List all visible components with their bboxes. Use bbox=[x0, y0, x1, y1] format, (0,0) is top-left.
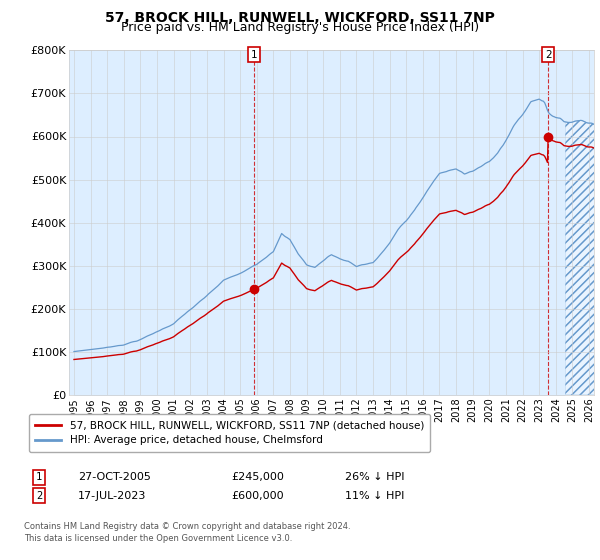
Text: 57, BROCK HILL, RUNWELL, WICKFORD, SS11 7NP: 57, BROCK HILL, RUNWELL, WICKFORD, SS11 … bbox=[105, 11, 495, 25]
Text: 2: 2 bbox=[545, 50, 551, 60]
Text: Price paid vs. HM Land Registry's House Price Index (HPI): Price paid vs. HM Land Registry's House … bbox=[121, 21, 479, 34]
Text: £600,000: £600,000 bbox=[231, 491, 284, 501]
Text: 27-OCT-2005: 27-OCT-2005 bbox=[78, 472, 151, 482]
Text: 11% ↓ HPI: 11% ↓ HPI bbox=[345, 491, 404, 501]
Text: 17-JUL-2023: 17-JUL-2023 bbox=[78, 491, 146, 501]
Legend: 57, BROCK HILL, RUNWELL, WICKFORD, SS11 7NP (detached house), HPI: Average price: 57, BROCK HILL, RUNWELL, WICKFORD, SS11 … bbox=[29, 414, 430, 452]
Text: Contains HM Land Registry data © Crown copyright and database right 2024.
This d: Contains HM Land Registry data © Crown c… bbox=[24, 522, 350, 543]
Text: 2: 2 bbox=[36, 491, 42, 501]
Text: 1: 1 bbox=[251, 50, 257, 60]
Text: £245,000: £245,000 bbox=[231, 472, 284, 482]
Text: 26% ↓ HPI: 26% ↓ HPI bbox=[345, 472, 404, 482]
Text: 1: 1 bbox=[36, 472, 42, 482]
